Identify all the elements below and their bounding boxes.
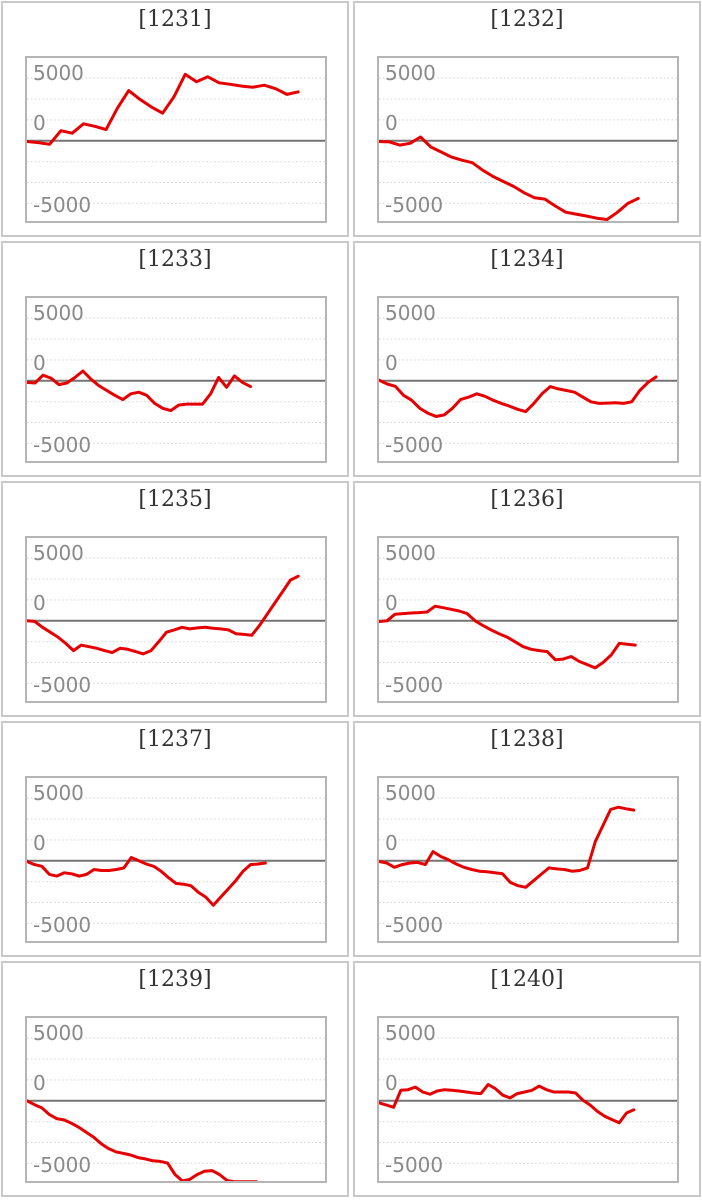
plot-area: 5000 0 -5000 (377, 1016, 679, 1183)
chart-card: [1239] 5000 0 -5000 (1, 961, 349, 1197)
y-tick-label-5000: 5000 (385, 61, 436, 85)
y-tick-label-neg5000: -5000 (385, 433, 444, 457)
chart-title: [1235] (138, 487, 212, 512)
plot-area: 5000 0 -5000 (25, 776, 327, 943)
chart-title: [1234] (490, 247, 564, 272)
y-tick-label-0: 0 (33, 831, 46, 855)
plot-area: 5000 0 -5000 (377, 776, 679, 943)
y-tick-label-5000: 5000 (33, 1021, 84, 1045)
y-tick-label-neg5000: -5000 (385, 1153, 444, 1177)
chart-title: [1231] (138, 7, 212, 32)
y-tick-label-5000: 5000 (385, 541, 436, 565)
line-chart-svg (27, 1037, 325, 1181)
series-line (27, 1099, 258, 1181)
line-chart-svg (379, 1037, 677, 1164)
plot-area: 5000 0 -5000 (377, 56, 679, 223)
plot-area: 5000 0 -5000 (25, 296, 327, 463)
y-tick-label-0: 0 (385, 1071, 398, 1095)
series-line (27, 574, 300, 656)
chart-card: [1237] 5000 0 -5000 (1, 721, 349, 957)
line-chart-svg (379, 317, 677, 444)
y-tick-label-neg5000: -5000 (33, 673, 92, 697)
line-chart-svg (27, 797, 325, 924)
y-tick-label-5000: 5000 (33, 781, 84, 805)
y-tick-label-0: 0 (33, 591, 46, 615)
y-tick-label-0: 0 (33, 111, 46, 135)
line-chart-svg (27, 317, 325, 444)
line-chart-svg (27, 557, 325, 684)
y-tick-label-0: 0 (33, 1071, 46, 1095)
chart-title: [1240] (490, 967, 564, 992)
chart-card: [1235] 5000 0 -5000 (1, 481, 349, 717)
y-tick-label-neg5000: -5000 (385, 913, 444, 937)
line-chart-svg (379, 77, 677, 221)
series-line (379, 375, 658, 418)
chart-card: [1232] 5000 0 -5000 (353, 1, 701, 237)
y-tick-label-0: 0 (385, 351, 398, 375)
chart-title: [1239] (138, 967, 212, 992)
y-tick-label-5000: 5000 (385, 781, 436, 805)
y-tick-label-5000: 5000 (385, 301, 436, 325)
chart-card: [1234] 5000 0 -5000 (353, 241, 701, 477)
series-line (27, 856, 267, 907)
chart-title: [1233] (138, 247, 212, 272)
series-line (379, 604, 637, 670)
series-line (27, 369, 252, 413)
plot-area: 5000 0 -5000 (25, 56, 327, 223)
y-tick-label-neg5000: -5000 (385, 673, 444, 697)
chart-title: [1237] (138, 727, 212, 752)
series-line (27, 72, 300, 146)
y-tick-label-0: 0 (385, 111, 398, 135)
plot-area: 5000 0 -5000 (25, 536, 327, 703)
chart-card: [1240] 5000 0 -5000 (353, 961, 701, 1197)
y-tick-label-neg5000: -5000 (33, 193, 92, 217)
chart-card: [1236] 5000 0 -5000 (353, 481, 701, 717)
y-tick-label-5000: 5000 (33, 301, 84, 325)
y-tick-label-5000: 5000 (385, 1021, 436, 1045)
y-tick-label-neg5000: -5000 (33, 433, 92, 457)
plot-area: 5000 0 -5000 (25, 1016, 327, 1183)
y-tick-label-5000: 5000 (33, 61, 84, 85)
series-line (379, 135, 640, 221)
chart-title: [1238] (490, 727, 564, 752)
y-tick-label-0: 0 (33, 351, 46, 375)
y-tick-label-neg5000: -5000 (385, 193, 444, 217)
y-tick-label-0: 0 (385, 831, 398, 855)
y-tick-label-neg5000: -5000 (33, 1153, 92, 1177)
y-tick-label-5000: 5000 (33, 541, 84, 565)
line-chart-svg (379, 557, 677, 684)
series-line (379, 1083, 636, 1125)
line-chart-svg (379, 797, 677, 924)
y-tick-label-0: 0 (385, 591, 398, 615)
y-tick-label-neg5000: -5000 (33, 913, 92, 937)
line-chart-svg (27, 72, 325, 204)
chart-title: [1236] (490, 487, 564, 512)
chart-title: [1232] (490, 7, 564, 32)
plot-area: 5000 0 -5000 (377, 536, 679, 703)
chart-card: [1233] 5000 0 -5000 (1, 241, 349, 477)
chart-card: [1231] 5000 0 -5000 (1, 1, 349, 237)
plot-area: 5000 0 -5000 (377, 296, 679, 463)
series-line (379, 805, 636, 889)
chart-card: [1238] 5000 0 -5000 (353, 721, 701, 957)
